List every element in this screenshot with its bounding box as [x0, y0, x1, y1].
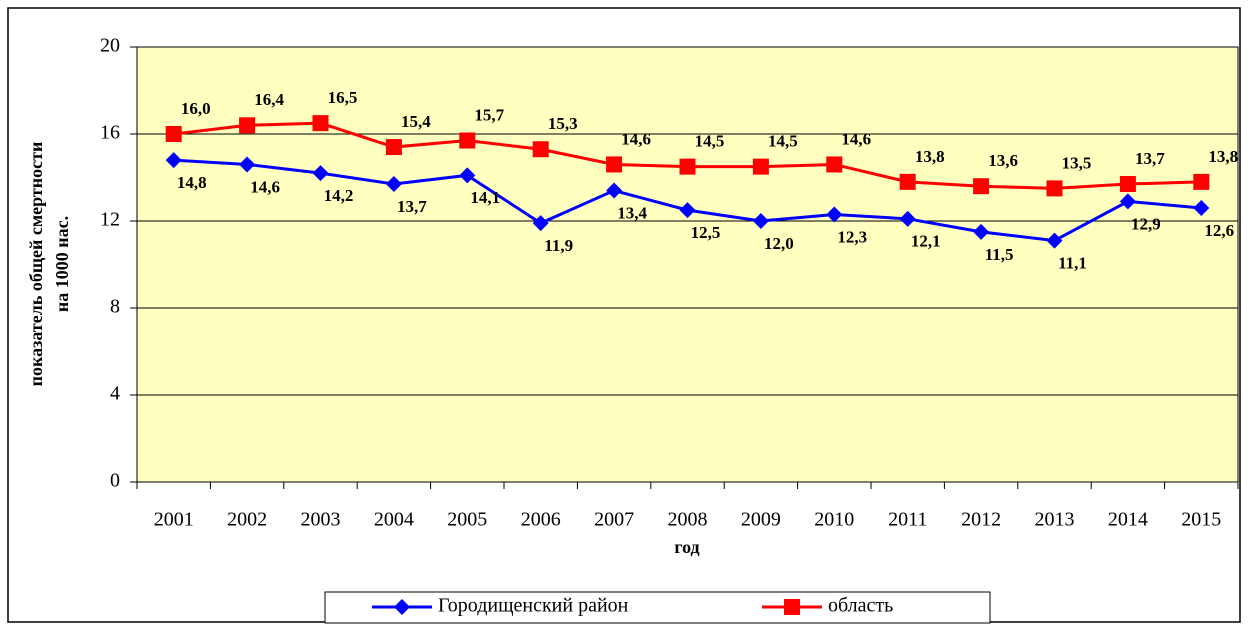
x-tick-label: 2002: [227, 509, 267, 531]
marker: [1046, 180, 1063, 197]
x-tick-label: 2014: [1108, 509, 1148, 531]
data-label: 14,2: [324, 186, 354, 205]
marker: [899, 210, 916, 227]
marker: [973, 178, 990, 195]
marker: [1046, 232, 1063, 249]
x-tick-label: 2007: [594, 509, 634, 531]
data-label: 14,6: [841, 129, 871, 148]
marker: [606, 156, 623, 173]
x-axis-label: год: [674, 537, 699, 557]
legend: [324, 591, 991, 624]
data-label: 14,8: [177, 173, 207, 192]
marker: [1119, 176, 1136, 193]
x-tick-label: 2012: [961, 509, 1001, 531]
marker: [385, 139, 402, 156]
marker: [532, 141, 549, 158]
data-label: 12,5: [691, 223, 721, 242]
data-label: 15,3: [548, 114, 578, 133]
marker: [165, 126, 182, 142]
marker: [239, 156, 256, 173]
marker: [312, 165, 329, 182]
x-tick-label: 2008: [668, 509, 708, 531]
data-label: 13,6: [988, 151, 1018, 170]
x-tick-label: 2015: [1181, 509, 1221, 531]
legend-label: Городищенский район: [438, 595, 629, 617]
data-label: 16,4: [254, 90, 284, 109]
legend-label: область: [828, 595, 893, 617]
marker: [973, 223, 990, 240]
legend-swatch-marker: [394, 599, 410, 615]
data-label: 12,9: [1131, 214, 1161, 233]
data-label: 16,5: [328, 88, 358, 107]
x-tick-label: 2011: [888, 509, 927, 531]
x-tick-label: 2005: [447, 509, 487, 531]
data-label: 11,1: [1058, 253, 1087, 272]
data-label: 14,6: [621, 129, 651, 148]
y-axis-label-line: показатель общей смертности: [26, 142, 46, 387]
y-tick-label: 16: [100, 122, 120, 144]
x-tick-label: 2013: [1035, 509, 1075, 531]
x-tick-label: 2001: [154, 509, 194, 531]
data-label: 14,1: [470, 188, 500, 207]
data-label: 11,5: [985, 245, 1014, 264]
data-label: 15,7: [474, 105, 504, 124]
y-axis-label: показатель общей смертности на 1000 нас.: [26, 142, 72, 387]
data-label: 12,1: [911, 232, 941, 251]
data-label: 13,5: [1062, 153, 1092, 172]
marker: [385, 176, 402, 193]
data-label: 12,0: [764, 234, 794, 253]
data-label: 13,4: [617, 203, 647, 222]
marker: [1193, 199, 1210, 216]
data-label: 13,7: [397, 197, 427, 216]
y-axis-label-line: на 1000 нас.: [52, 216, 72, 312]
marker: [752, 158, 769, 175]
marker: [239, 117, 256, 134]
marker: [312, 115, 329, 132]
data-label: 13,7: [1135, 149, 1165, 168]
x-tick-label: 2009: [741, 509, 781, 531]
marker: [459, 167, 476, 184]
marker: [826, 206, 843, 223]
marker: [679, 202, 696, 219]
y-tick-label: 12: [100, 209, 120, 231]
data-label: 13,8: [915, 147, 945, 166]
data-label: 11,9: [544, 236, 573, 255]
data-label: 16,0: [181, 99, 211, 118]
y-tick-label: 8: [110, 296, 120, 318]
x-tick-label: 2010: [814, 509, 854, 531]
data-label: 12,6: [1204, 221, 1234, 240]
data-label: 15,4: [401, 112, 431, 131]
marker: [826, 156, 843, 173]
y-tick-label: 20: [100, 35, 120, 57]
marker: [1119, 193, 1136, 210]
data-label: 14,5: [695, 132, 725, 151]
data-label: 12,3: [837, 227, 867, 246]
marker: [1193, 173, 1210, 190]
x-tick-label: 2006: [521, 509, 561, 531]
marker: [532, 215, 549, 232]
marker: [459, 132, 476, 149]
marker: [606, 182, 623, 199]
data-label: 14,5: [768, 132, 798, 151]
marker: [899, 173, 916, 190]
x-tick-label: 2003: [301, 509, 341, 531]
legend-swatch-marker: [784, 599, 800, 615]
data-label: 14,6: [250, 177, 280, 196]
marker: [752, 213, 769, 229]
y-tick-label: 4: [110, 383, 120, 405]
data-label: 13,8: [1208, 147, 1238, 166]
x-tick-label: 2004: [374, 509, 414, 531]
marker: [679, 158, 696, 175]
marker: [165, 152, 182, 169]
y-tick-label: 0: [110, 470, 120, 492]
